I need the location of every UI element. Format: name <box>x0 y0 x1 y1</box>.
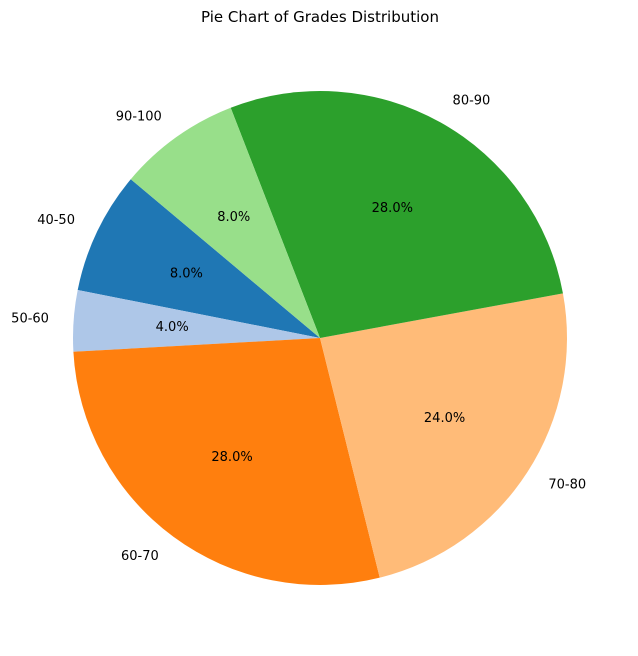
category-label-60-70: 60-70 <box>121 549 159 564</box>
category-label-80-90: 80-90 <box>453 93 491 108</box>
pie-slice-90-100 <box>130 107 320 338</box>
category-labels: 40-50 50-60 60-70 70-80 80-90 90-100 <box>11 93 586 564</box>
percent-labels: 8.0% 4.0% 28.0% 24.0% 28.0% 8.0% <box>156 201 466 465</box>
pie-slices <box>73 91 567 585</box>
pie-slice-50-60 <box>73 290 320 352</box>
category-label-50-60: 50-60 <box>11 312 49 327</box>
percent-label-90-100: 8.0% <box>217 210 250 225</box>
category-label-70-80: 70-80 <box>548 478 586 493</box>
pie-slice-40-50 <box>77 179 320 338</box>
percent-label-40-50: 8.0% <box>170 266 203 281</box>
percent-label-50-60: 4.0% <box>156 320 189 335</box>
chart-title: Pie Chart of Grades Distribution <box>201 8 439 26</box>
percent-label-60-70: 28.0% <box>211 450 252 465</box>
pie-slice-80-90 <box>230 91 563 339</box>
percent-label-80-90: 28.0% <box>372 201 413 216</box>
pie-slice-60-70 <box>73 338 380 585</box>
percent-label-70-80: 24.0% <box>424 411 465 426</box>
category-label-90-100: 90-100 <box>116 110 162 125</box>
category-label-40-50: 40-50 <box>37 213 75 228</box>
pie-slice-70-80 <box>320 293 567 578</box>
